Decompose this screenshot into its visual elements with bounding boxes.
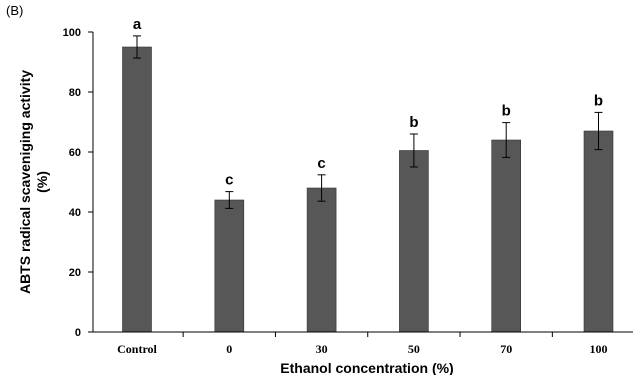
x-tick-label: Control [117, 342, 157, 356]
significance-label: b [409, 114, 418, 131]
y-tick-label: 100 [63, 27, 81, 39]
significance-label: a [133, 16, 142, 33]
bar [122, 46, 152, 333]
bar [306, 187, 337, 333]
panel-label: (B) [6, 3, 24, 18]
y-tick-label: 40 [69, 207, 81, 219]
y-tick-label: 80 [69, 87, 81, 99]
y-axis-title-line-1: ABTS radical scaveniging activity [17, 70, 33, 294]
y-tick-label: 0 [75, 327, 81, 339]
x-axis-title: Ethanol concentration (%) [280, 360, 453, 375]
y-tick-label: 20 [69, 267, 81, 279]
x-tick-label: 50 [408, 342, 420, 356]
bar [491, 139, 522, 333]
y-axis-title-line-2: (%) [34, 171, 50, 193]
x-tick-label: 100 [590, 342, 608, 356]
plot-area: 0 20 40 60 80 100 a Control c 0 c 30 b 50 b 70 b 100 [63, 16, 614, 356]
y-tick-label: 60 [69, 147, 81, 159]
significance-label: c [225, 172, 233, 189]
significance-label: c [317, 155, 325, 172]
x-tick-label: 70 [500, 342, 512, 356]
x-tick-label: 30 [316, 342, 328, 356]
significance-label: b [502, 103, 511, 120]
bar [214, 199, 245, 333]
y-axis-title: ABTS radical scaveniging activity (%) [17, 70, 50, 294]
bar [583, 130, 614, 333]
bar [399, 150, 429, 333]
x-tick-label: 0 [226, 342, 232, 356]
significance-label: b [594, 92, 603, 109]
